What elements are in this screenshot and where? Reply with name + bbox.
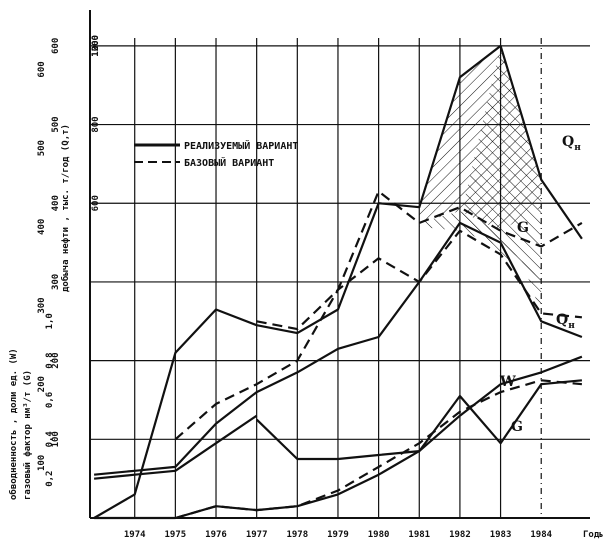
- x-tick-label: 1978: [286, 530, 308, 540]
- x-tick-label: 1983: [490, 530, 512, 540]
- x-tick-label: 1974: [124, 530, 146, 540]
- y-tick-gas-factor: 300: [37, 297, 47, 313]
- x-tick-label: 1975: [165, 530, 187, 540]
- grid: [89, 10, 590, 519]
- curve-label-w: W: [499, 374, 516, 390]
- y-tick-oil-bottom: 300: [51, 274, 61, 290]
- curve-label-g-low: G: [511, 419, 523, 435]
- y-tick-gas-factor: 400: [37, 219, 47, 235]
- y-tick-oil-top: 600: [91, 195, 101, 211]
- legend-dashed-label: БАЗОВЫЙ ВАРИАНТ: [184, 156, 274, 169]
- series-lines: [93, 44, 583, 520]
- y-tick-gas-factor: 200: [37, 376, 47, 392]
- y-tick-water-cut: 0,4: [45, 431, 55, 448]
- curve-label-q-upper: Qн: [562, 134, 581, 153]
- x-tick-label: 1981: [408, 530, 430, 540]
- x-tick-label: 1979: [327, 530, 349, 540]
- y-tick-water-cut: 0,6: [45, 392, 55, 408]
- y-tick-gas-factor: 100: [37, 455, 47, 471]
- y-tick-oil-bottom: 500: [51, 116, 61, 132]
- legend-solid-label: РЕАЛИЗУЕМЫЙ ВАРИАНТ: [184, 139, 298, 152]
- x-axis-label: Годы: [583, 530, 603, 540]
- x-tick-label: 1976: [205, 530, 227, 540]
- hatched-regions: [419, 45, 542, 314]
- x-tick-label: 1982: [449, 530, 471, 540]
- y-tick-oil-top: 1000: [91, 35, 101, 57]
- y-axis-label-oil: добыча нефти , тыс. т/год (Q,т): [60, 124, 71, 292]
- y-tick-water-cut: 1,0: [45, 313, 55, 329]
- y-axis-labels: добыча нефти , тыс. т/год (Q,т) обводнен…: [8, 124, 71, 500]
- series-q-base: [256, 190, 583, 331]
- y-tick-gas-factor: 500: [37, 140, 47, 156]
- curve-label-q-lower: Qн: [556, 312, 575, 331]
- y-tick-oil-bottom: 600: [51, 38, 61, 54]
- series-q-realized: [93, 44, 583, 519]
- series-w-solid: [255, 379, 583, 461]
- y-tick-gas-factor: 600: [37, 61, 47, 77]
- y-tick-oil-bottom: 400: [51, 195, 61, 211]
- curve-labels: Qн G Qн W G: [499, 134, 581, 435]
- y-tick-water-cut: 0,8: [45, 352, 55, 368]
- series-w-early: [93, 414, 258, 480]
- legend: РЕАЛИЗУЕМЫЙ ВАРИАНТ БАЗОВЫЙ ВАРИАНТ: [134, 139, 298, 169]
- x-tick-label: 1977: [246, 530, 268, 540]
- y-tick-water-cut: 0,2: [45, 471, 55, 487]
- curve-label-g-mid: G: [517, 220, 529, 236]
- x-tick-label: 1980: [368, 530, 390, 540]
- series-q-lower-dashed: [174, 229, 583, 441]
- y-tick-oil-bottom: 100: [51, 431, 61, 447]
- y-axis-label-water-cut: обводненность , доли ед. (W): [8, 348, 19, 500]
- x-tick-label: 1984: [530, 530, 552, 540]
- series-w-dashed: [175, 379, 583, 520]
- y-tick-oil-bottom: 200: [51, 352, 61, 368]
- x-tick-labels: 1974 1975 1976 1977 1978 1979 1980 1981 1982 1983…: [124, 530, 553, 540]
- series-q-lower-solid: [93, 221, 583, 476]
- y-tick-oil-top: 800: [91, 116, 101, 132]
- y-axis-label-gas-factor: газовый фактор нм³/т (G): [23, 370, 33, 500]
- y-tick-oil-top: 1200: [91, 35, 101, 57]
